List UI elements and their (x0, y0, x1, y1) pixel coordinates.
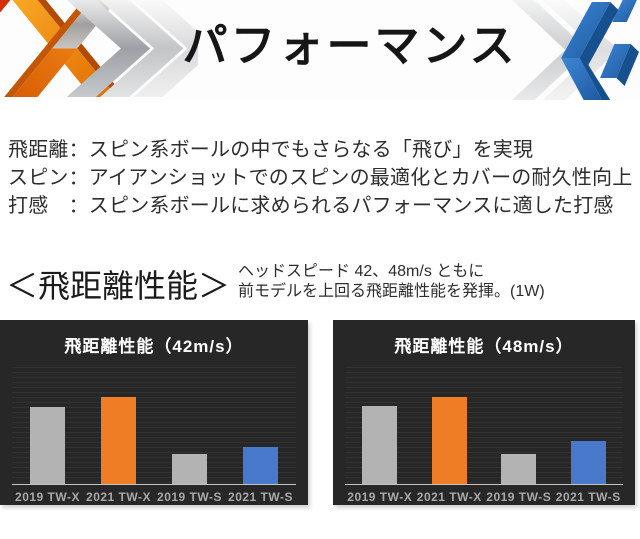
note-line-1: ヘッドスピード 42、48m/s ともに (238, 263, 485, 280)
category-label: 2019 TW-S (486, 490, 552, 504)
category-labels: 2019 TW-X 2021 TW-X 2019 TW-S 2021 TW-S (345, 490, 623, 504)
bar-2021-tw-x (431, 397, 467, 484)
category-label: 2021 TW-S (555, 490, 621, 504)
bar-2019-tw-x (362, 405, 398, 484)
chart-title-42ms: 飛距離性能（42m/s） (64, 337, 244, 356)
chart-42ms: 飛距離性能（42m/s） 2019 TW-X 2021 TW-X 2019 TW-S… (0, 320, 308, 505)
right-chevron-decoration-graphic (512, 0, 639, 100)
category-label: 2021 TW-X (416, 490, 482, 504)
category-label: 2019 TW-X (15, 490, 80, 504)
distance-performance-section: ＜飛距離性能＞ ヘッドスピード 42、48m/s ともに 前モデルを上回る飛距離… (6, 262, 640, 305)
note-line-2: 前モデルを上回る飛距離性能を発揮。(1W) (238, 283, 545, 300)
charts-row: 飛距離性能（42m/s） 2019 TW-X 2021 TW-X 2019 TW-S… (0, 320, 640, 505)
plot-area (12, 367, 296, 485)
category-labels: 2019 TW-X 2021 TW-X 2019 TW-S 2021 TW-S (12, 490, 296, 504)
intro-line-feel: 打感 ：スピン系ボールに求められるパフォーマンスに適した打感 (8, 195, 614, 217)
bar-2021-tw-s (570, 440, 606, 484)
bar-2021-tw-s (243, 446, 278, 484)
chart-title-48ms: 飛距離性能（48m/s） (394, 337, 574, 356)
intro-line-spin: スピン：アイアンショットでのスピンの最適化とカバーの耐久性向上 (8, 167, 633, 189)
performance-banner: パフォーマンス (0, 0, 640, 100)
intro-line-distance: 飛距離：スピン系ボールの中でもさらなる「飛び」を実現 (8, 139, 534, 161)
category-label: 2019 TW-X (347, 490, 413, 504)
plot-area (345, 367, 623, 485)
banner-title: パフォーマンス (182, 20, 518, 71)
section-heading: ＜飛距離性能＞ (6, 268, 231, 304)
bar-2019-tw-s (172, 453, 207, 484)
intro-text-block: 飛距離：スピン系ボールの中でもさらなる「飛び」を実現 スピン：アイアンショットで… (8, 136, 640, 220)
category-label: 2021 TW-X (86, 490, 151, 504)
bar-2019-tw-s (501, 453, 537, 484)
category-label: 2019 TW-S (157, 490, 222, 504)
bar-2019-tw-x (30, 406, 65, 484)
section-note: ヘッドスピード 42、48m/s ともに 前モデルを上回る飛距離性能を発揮。(1… (238, 262, 545, 305)
left-chevron-decoration-graphic (0, 0, 198, 97)
category-label: 2021 TW-S (228, 490, 293, 504)
chart-48ms: 飛距離性能（48m/s） 2019 TW-X 2021 TW-X 2019 TW-S… (333, 320, 635, 505)
bar-2021-tw-x (101, 397, 136, 484)
